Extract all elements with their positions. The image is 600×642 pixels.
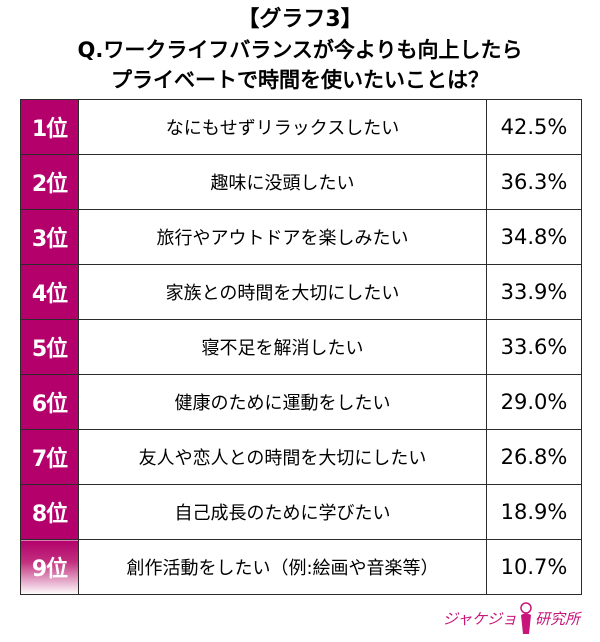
- ranking-row: 4位 家族との時間を大切にしたい 33.9%: [20, 264, 582, 320]
- ranking-row: 6位 健康のために運動をしたい 29.0%: [20, 374, 582, 430]
- logo-text-right: 研究所: [534, 609, 580, 628]
- item-label: 旅行やアウトドアを楽しみたい: [78, 209, 487, 265]
- ranking-row: 2位 趣味に没頭したい 36.3%: [20, 154, 582, 210]
- title-graph-number: 【グラフ3】: [237, 7, 363, 32]
- rank-label: 2位: [20, 154, 79, 210]
- item-label: なにもせずリラックスしたい: [78, 99, 487, 155]
- ranking-table: 1位 なにもせずリラックスしたい 42.5% 2位 趣味に没頭したい 36.3% 3位 旅行や…: [20, 99, 582, 595]
- percentage-value: 33.6%: [486, 319, 582, 375]
- rank-label: 5位: [20, 319, 79, 375]
- logo-text-left: ジャケジョ: [442, 609, 517, 628]
- ranking-row: 3位 旅行やアウトドアを楽しみたい 34.8%: [20, 209, 582, 265]
- percentage-value: 18.9%: [486, 484, 582, 540]
- rank-label: 1位: [20, 99, 79, 155]
- ranking-row: 7位 友人や恋人との時間を大切にしたい 26.8%: [20, 429, 582, 485]
- percentage-value: 10.7%: [486, 539, 582, 595]
- title-question-line-2: プライベートで時間を使いたいことは？: [111, 68, 489, 92]
- percentage-value: 42.5%: [486, 99, 582, 155]
- item-label: 趣味に没頭したい: [78, 154, 487, 210]
- item-label: 健康のために運動をしたい: [78, 374, 487, 430]
- rank-label: 8位: [20, 484, 79, 540]
- rank-label: 9位: [20, 539, 79, 595]
- rank-label: 6位: [20, 374, 79, 430]
- ranking-row: 5位 寝不足を解消したい 33.6%: [20, 319, 582, 375]
- percentage-value: 26.8%: [486, 429, 582, 485]
- item-label: 友人や恋人との時間を大切にしたい: [78, 429, 487, 485]
- title-question-line-1: Q.ワークライフバランスが今よりも向上したら: [77, 38, 523, 62]
- rank-label: 3位: [20, 209, 79, 265]
- percentage-value: 34.8%: [486, 209, 582, 265]
- percentage-value: 36.3%: [486, 154, 582, 210]
- chart-title: 【グラフ3】 Q.ワークライフバランスが今よりも向上したら プライベートで時間を…: [0, 4, 600, 95]
- item-label: 自己成長のために学びたい: [78, 484, 487, 540]
- item-label: 創作活動をしたい（例:絵画や音楽等）: [78, 539, 487, 595]
- ranking-table-body: 1位 なにもせずリラックスしたい 42.5% 2位 趣味に没頭したい 36.3% 3位 旅行や…: [20, 99, 582, 595]
- ranking-row: 8位 自己成長のために学びたい 18.9%: [20, 484, 582, 540]
- percentage-value: 33.9%: [486, 264, 582, 320]
- rank-label: 7位: [20, 429, 79, 485]
- rank-label: 4位: [20, 264, 79, 320]
- ranking-row: 1位 なにもせずリラックスしたい 42.5%: [20, 99, 582, 155]
- percentage-value: 29.0%: [486, 374, 582, 430]
- brand-logo: ジャケジョ 研究所: [443, 598, 580, 638]
- item-label: 家族との時間を大切にしたい: [78, 264, 487, 320]
- item-label: 寝不足を解消したい: [78, 319, 487, 375]
- ranking-row: 9位 創作活動をしたい（例:絵画や音楽等） 10.7%: [20, 539, 582, 595]
- woman-profile-icon: [520, 602, 532, 634]
